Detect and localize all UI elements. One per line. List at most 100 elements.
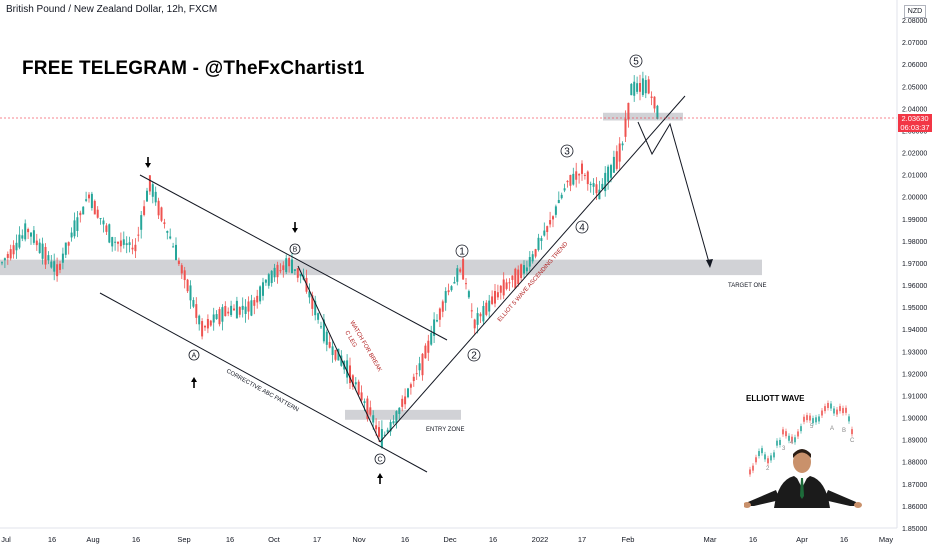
candle-body	[119, 240, 122, 247]
candle-body	[383, 434, 386, 436]
inset-candle-body	[815, 417, 817, 423]
inset-candle-body	[845, 407, 847, 413]
arrow-up-icon	[377, 473, 383, 478]
candle-body	[607, 166, 610, 182]
bar-countdown: 06:03:37	[900, 123, 930, 132]
candle-body	[354, 382, 357, 385]
candle-body	[192, 300, 195, 307]
candle-body	[554, 206, 557, 215]
inset-candle-body	[839, 406, 841, 412]
candle-body	[285, 258, 288, 273]
channel-lower-line	[99, 292, 428, 473]
candle-body	[453, 281, 456, 284]
time-tick-label: Aug	[86, 535, 99, 544]
inset-candle-body	[791, 436, 793, 442]
candle-body	[270, 270, 273, 284]
inset-candle-body	[833, 408, 835, 414]
time-tick-label: 16	[226, 535, 234, 544]
inset-candle-body	[761, 448, 763, 454]
candle-body	[563, 188, 566, 191]
price-tick-label: 1.98000	[902, 239, 927, 246]
candle-body	[424, 345, 427, 359]
candle-body	[438, 308, 441, 320]
candle-body	[351, 375, 354, 387]
candle-body	[595, 184, 598, 194]
presenter-hair	[793, 449, 811, 458]
time-tick-label: Dec	[443, 535, 457, 544]
candle-body	[604, 172, 607, 192]
candle-body	[59, 263, 61, 270]
price-axis[interactable]: 2.080002.070002.060002.050002.040002.030…	[896, 0, 927, 533]
inset-candle-body	[764, 454, 766, 460]
candle-body	[389, 422, 392, 432]
candle-body	[546, 226, 549, 233]
candle-body	[204, 326, 206, 328]
presenter-head	[793, 451, 811, 473]
candle-body	[427, 340, 430, 353]
candle-body	[93, 200, 96, 215]
candle-body	[209, 320, 212, 326]
inset-candle-body	[749, 469, 751, 475]
candle-body	[479, 313, 482, 317]
candle-body	[143, 206, 146, 215]
price-tick-label: 1.92000	[902, 371, 927, 378]
candle-body	[117, 242, 119, 244]
presenter-left-hand	[743, 502, 751, 508]
current-price-tag: 2.03630 06:03:37	[898, 114, 932, 132]
candle-body	[531, 254, 534, 262]
candle-body	[206, 319, 209, 329]
corrective-abc-label: CORRECTIVE ABC PATTERN	[225, 369, 299, 414]
candle-body	[641, 78, 644, 95]
time-tick-label: Sep	[177, 535, 190, 544]
candle-body	[340, 355, 343, 366]
presenter-left-arm	[746, 490, 780, 506]
candle-body	[627, 102, 630, 120]
candle-body	[528, 257, 531, 267]
candle-body	[610, 165, 612, 178]
time-tick-label: 16	[489, 535, 497, 544]
candle-body	[35, 240, 38, 246]
candle-body	[630, 83, 633, 96]
price-tick-label: 2.07000	[902, 40, 927, 47]
candle-body	[296, 268, 299, 278]
candle-body	[111, 237, 114, 247]
inset-candle-body	[836, 409, 838, 415]
inset-wave-label: 3	[782, 446, 786, 452]
candle-body	[644, 80, 647, 94]
wave-label: 4	[579, 222, 585, 233]
projection-path	[637, 121, 711, 267]
wave-label: B	[293, 246, 298, 253]
candle-body	[624, 118, 627, 137]
candle-body	[552, 216, 554, 220]
candle-body	[317, 313, 320, 320]
candle-body	[224, 305, 227, 317]
candle-body	[511, 275, 514, 280]
price-tick-label: 1.90000	[902, 416, 927, 423]
candle-body	[137, 234, 140, 236]
inset-candle-body	[818, 416, 820, 422]
candle-body	[308, 291, 311, 298]
candle-body	[273, 267, 276, 278]
candle-body	[221, 307, 224, 322]
price-tick-label: 1.85000	[902, 526, 927, 533]
candle-body	[128, 242, 131, 246]
candle-body	[331, 346, 334, 356]
candle-body	[633, 81, 636, 96]
candle-body	[293, 269, 296, 271]
time-axis[interactable]: Jul 16 Aug 16 Sep 16 Oct 17 Nov 16 Dec 16 2022 17 Feb M…	[0, 527, 897, 544]
candle-body	[288, 258, 291, 267]
candle-body	[592, 183, 595, 187]
symbol-title[interactable]: British Pound / New Zealand Dollar, 12h,…	[6, 4, 218, 15]
candle-body	[520, 264, 523, 278]
candle-body	[253, 300, 256, 306]
currency-box[interactable]: NZD	[904, 5, 926, 18]
candle-body	[264, 279, 267, 283]
price-tick-label: 2.08000	[902, 18, 927, 25]
candle-body	[73, 220, 76, 237]
candle-body	[430, 332, 433, 345]
candle-body	[27, 228, 30, 233]
zones-layer	[0, 112, 762, 420]
inset-candle-body	[782, 429, 784, 435]
candle-body	[108, 224, 111, 243]
